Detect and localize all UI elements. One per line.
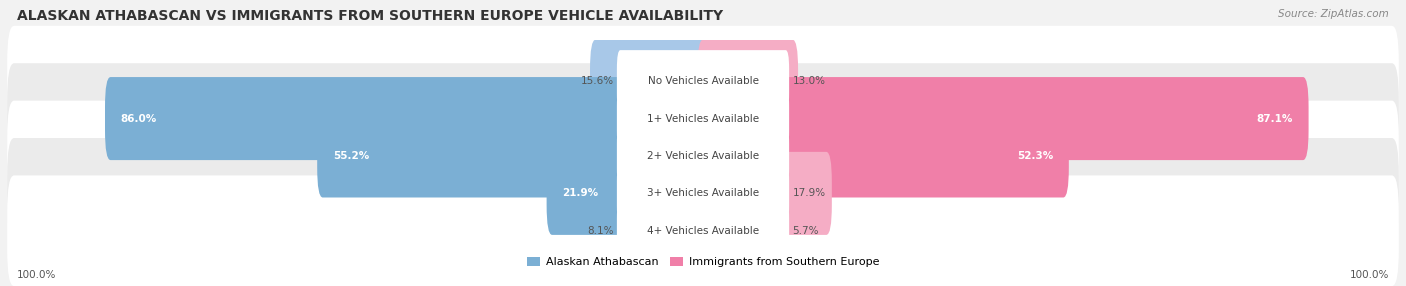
FancyBboxPatch shape: [697, 152, 832, 235]
FancyBboxPatch shape: [7, 101, 1399, 211]
Text: 2+ Vehicles Available: 2+ Vehicles Available: [647, 151, 759, 161]
Text: 13.0%: 13.0%: [793, 76, 825, 86]
FancyBboxPatch shape: [617, 125, 789, 187]
FancyBboxPatch shape: [7, 175, 1399, 286]
Text: 100.0%: 100.0%: [1350, 270, 1389, 280]
FancyBboxPatch shape: [641, 189, 709, 272]
FancyBboxPatch shape: [697, 189, 748, 272]
FancyBboxPatch shape: [547, 152, 709, 235]
Text: No Vehicles Available: No Vehicles Available: [648, 76, 758, 86]
FancyBboxPatch shape: [7, 63, 1399, 174]
Text: 55.2%: 55.2%: [333, 151, 370, 161]
FancyBboxPatch shape: [697, 114, 1069, 198]
Text: 87.1%: 87.1%: [1257, 114, 1292, 124]
Text: 86.0%: 86.0%: [121, 114, 157, 124]
Text: 8.1%: 8.1%: [586, 226, 613, 236]
FancyBboxPatch shape: [591, 40, 709, 123]
Text: 100.0%: 100.0%: [17, 270, 56, 280]
Text: 5.7%: 5.7%: [793, 226, 820, 236]
FancyBboxPatch shape: [617, 88, 789, 150]
FancyBboxPatch shape: [7, 26, 1399, 136]
Text: 15.6%: 15.6%: [581, 76, 613, 86]
FancyBboxPatch shape: [617, 50, 789, 112]
FancyBboxPatch shape: [318, 114, 709, 198]
FancyBboxPatch shape: [105, 77, 709, 160]
Text: 1+ Vehicles Available: 1+ Vehicles Available: [647, 114, 759, 124]
Text: 21.9%: 21.9%: [562, 188, 599, 198]
Text: 17.9%: 17.9%: [793, 188, 825, 198]
Text: 52.3%: 52.3%: [1017, 151, 1053, 161]
FancyBboxPatch shape: [617, 162, 789, 225]
Text: 3+ Vehicles Available: 3+ Vehicles Available: [647, 188, 759, 198]
Legend: Alaskan Athabascan, Immigrants from Southern Europe: Alaskan Athabascan, Immigrants from Sout…: [523, 253, 883, 272]
Text: Source: ZipAtlas.com: Source: ZipAtlas.com: [1278, 9, 1389, 19]
FancyBboxPatch shape: [7, 138, 1399, 249]
FancyBboxPatch shape: [697, 77, 1309, 160]
FancyBboxPatch shape: [617, 200, 789, 262]
FancyBboxPatch shape: [697, 40, 799, 123]
Text: 4+ Vehicles Available: 4+ Vehicles Available: [647, 226, 759, 236]
Text: ALASKAN ATHABASCAN VS IMMIGRANTS FROM SOUTHERN EUROPE VEHICLE AVAILABILITY: ALASKAN ATHABASCAN VS IMMIGRANTS FROM SO…: [17, 9, 723, 23]
